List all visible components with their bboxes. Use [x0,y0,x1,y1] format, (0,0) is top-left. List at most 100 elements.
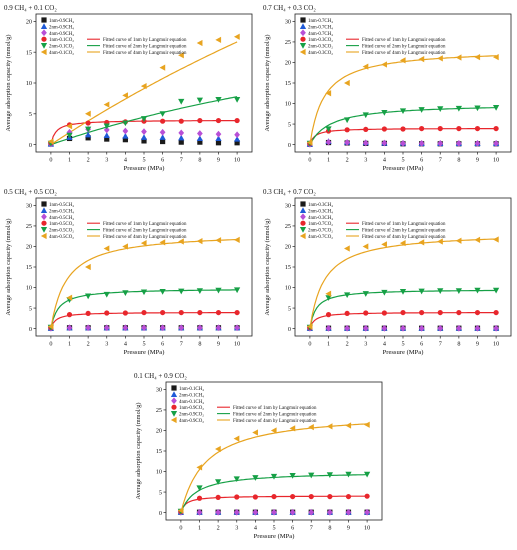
data-point-series-6 [437,238,443,245]
data-point-series-3 [437,139,444,147]
data-point-series-4 [400,309,406,316]
y-tick-label: 25 [285,39,291,46]
data-point-series-5 [289,473,296,479]
fit-curve-2nm [180,474,368,513]
x-tick-label: 0 [49,341,52,348]
data-point-series-4 [234,494,240,500]
data-point-series-4 [215,494,221,501]
legend-marker-5 [170,411,178,417]
x-tick-label: 7 [310,525,313,532]
y-tick-label: 20 [26,244,32,251]
y-tick-label: 15 [285,80,291,87]
data-point-series-3 [456,324,462,332]
chart-panel-1: 0.9 CH₄ + 0.1 CO₂ 0 1 2 3 4 5 6 7 8 9 10 0 5 10 15 20 Pre… [4,4,253,172]
x-tick-label: 6 [420,157,423,164]
data-point-series-3 [197,324,203,332]
data-point-series-6 [363,421,370,428]
y-tick-label: 0 [288,142,291,149]
data-point-series-5 [215,97,222,103]
data-point-series-3 [381,324,388,332]
data-point-series-5 [159,289,166,295]
data-point-series-1 [178,139,184,145]
data-point-series-6 [381,61,387,68]
chart-title: 0.7 CH₄ + 0.3 CO₂ [263,4,316,12]
data-point-series-4 [252,494,258,500]
data-point-series-5 [159,111,166,117]
data-point-series-3 [456,139,462,147]
legend-fit-label-1: Fitted curve of 1nm by Langmuir equation [362,38,446,43]
x-tick-label: 5 [142,341,145,348]
x-tick-label: 1 [327,157,330,164]
chart-panel-4: 0.3 CH₄ + 0.7 CO₂ 0 1 2 3 4 5 6 7 8 9 10 0 5 10 15 20 25 3… [263,188,512,356]
legend-label-6: 4nm-0.5CO₂ [49,235,74,240]
data-point-series-6 [233,236,240,244]
data-point-series-4 [344,127,350,133]
data-point-series-3 [418,139,425,147]
y-tick-label: 15 [26,264,32,271]
data-point-series-6 [492,54,499,61]
legend-label-1: 1nm-0.3CH₄ [308,203,333,208]
data-point-series-4 [400,126,406,132]
y-tick-label: 20 [285,60,291,67]
x-tick-label: 9 [217,157,220,164]
fit-curve-2nm [309,289,497,329]
legend-marker-2 [40,23,48,29]
y-tick-label: 30 [26,203,32,210]
data-point-series-6 [362,63,369,70]
data-point-series-5 [362,291,369,297]
data-point-series-3 [252,508,259,516]
data-point-series-6 [215,237,222,244]
data-point-series-6 [140,240,147,247]
legend-marker-6 [40,48,47,56]
data-point-series-6 [455,237,462,244]
data-point-series-6 [362,243,369,250]
data-point-series-5 [399,108,407,115]
data-point-series-5 [215,479,222,485]
data-point-series-1 [215,140,222,146]
x-tick-label: 10 [493,341,499,348]
data-point-series-6 [306,139,313,146]
legend-marker-1 [300,201,306,207]
legend-label-4: 1nm-0.5CO₂ [49,222,74,227]
data-point-series-4 [160,118,166,124]
data-point-series-6 [178,238,184,245]
data-point-series-6 [399,240,406,247]
data-point-series-5 [474,105,481,112]
data-point-series-3 [103,324,110,332]
data-point-series-1 [160,138,166,145]
data-point-series-6 [492,236,499,243]
legend-marker-3 [300,213,306,221]
legend-label-1: 1nm-0.1CH₄ [179,387,204,392]
data-point-series-5 [122,290,129,296]
data-point-series-4 [271,493,277,500]
data-point-series-5 [474,287,481,294]
data-point-series-6 [196,238,203,245]
chart-title: 0.5 CH₄ + 0.5 CO₂ [4,188,57,196]
legend-marker-4 [300,36,306,42]
data-point-series-3 [493,324,499,332]
data-point-series-4 [122,310,128,316]
fit-curve-4nm [180,423,368,513]
data-point-series-4 [234,117,240,124]
x-tick-label: 7 [439,341,442,348]
data-point-series-6 [85,263,91,271]
data-point-series-6 [66,294,73,301]
data-point-series-3 [344,324,350,332]
data-point-series-4 [215,309,222,316]
x-tick-label: 3 [235,525,238,532]
x-tick-label: 4 [254,525,257,532]
data-point-series-6 [437,55,443,62]
y-tick-label: 10 [26,285,32,292]
x-tick-label: 2 [217,525,220,532]
data-point-series-4 [474,125,481,132]
legend-marker-5 [40,227,48,233]
x-tick-label: 8 [328,525,331,532]
data-point-series-6 [306,323,313,330]
legend-fit-label-1: Fitted curve of 1nm by Langmuir equation [362,222,446,227]
data-point-series-3 [344,139,350,146]
legend-fit-label-3: Fitted curve of 4nm by Langmuir equation [233,419,317,424]
data-point-series-2 [233,135,241,142]
x-tick-label: 8 [198,341,201,348]
y-tick-label: 30 [285,19,291,26]
data-point-series-5 [270,473,278,480]
